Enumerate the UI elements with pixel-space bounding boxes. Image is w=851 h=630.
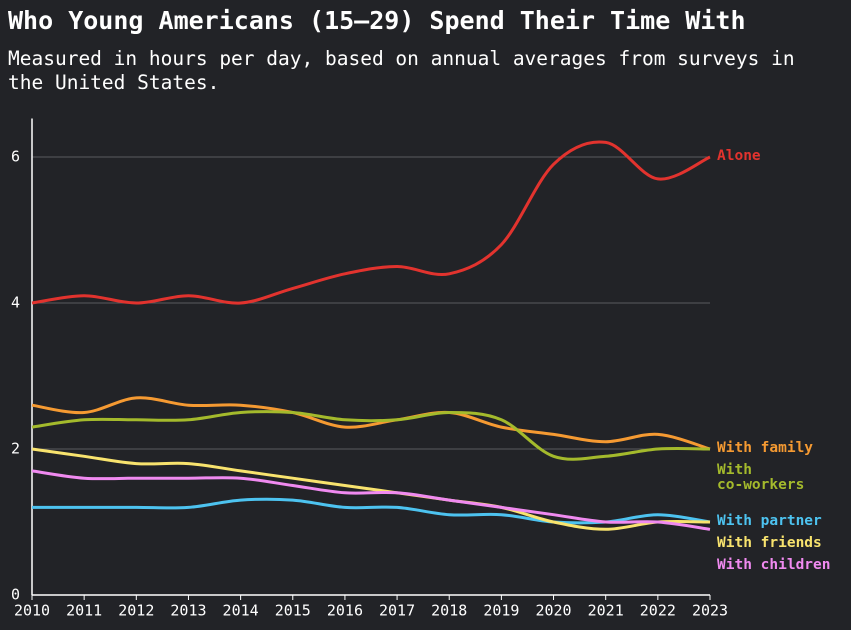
x-tick-label: 2020 bbox=[535, 602, 571, 620]
chart-subtitle: Measured in hours per day, based on annu… bbox=[8, 47, 795, 94]
y-tick-label: 2 bbox=[11, 440, 20, 458]
series-label: With family bbox=[717, 439, 814, 456]
y-tick-label: 6 bbox=[11, 148, 20, 166]
x-tick-label: 2012 bbox=[118, 602, 154, 620]
x-tick-label: 2015 bbox=[275, 602, 311, 620]
x-tick-label: 2011 bbox=[66, 602, 102, 620]
x-tick-label: 2021 bbox=[588, 602, 624, 620]
series-label: Alone bbox=[717, 147, 761, 164]
series-line bbox=[32, 497, 711, 525]
x-tick-label: 2016 bbox=[327, 602, 363, 620]
series-line bbox=[31, 410, 711, 461]
series-label: With partner bbox=[717, 512, 822, 529]
series-line bbox=[31, 140, 711, 305]
x-tick-label: 2013 bbox=[170, 602, 206, 620]
series-label: With friends bbox=[717, 534, 822, 551]
x-tick-label: 2022 bbox=[640, 602, 676, 620]
x-tick-label: 2023 bbox=[692, 602, 728, 620]
series-line bbox=[31, 396, 711, 451]
x-tick-label: 2018 bbox=[431, 602, 467, 620]
x-tick-label: 2014 bbox=[223, 602, 259, 620]
x-tick-label: 2019 bbox=[483, 602, 519, 620]
y-tick-label: 0 bbox=[11, 586, 20, 604]
x-tick-label: 2017 bbox=[379, 602, 415, 620]
x-tick-label: 2010 bbox=[14, 602, 50, 620]
series-line bbox=[31, 447, 711, 531]
series-label: With co-workers bbox=[717, 461, 805, 493]
chart-title: Who Young Americans (15–29) Spend Their … bbox=[8, 6, 746, 35]
y-tick-label: 4 bbox=[11, 294, 20, 312]
series-label: With children bbox=[717, 556, 831, 573]
series-line bbox=[31, 469, 711, 531]
